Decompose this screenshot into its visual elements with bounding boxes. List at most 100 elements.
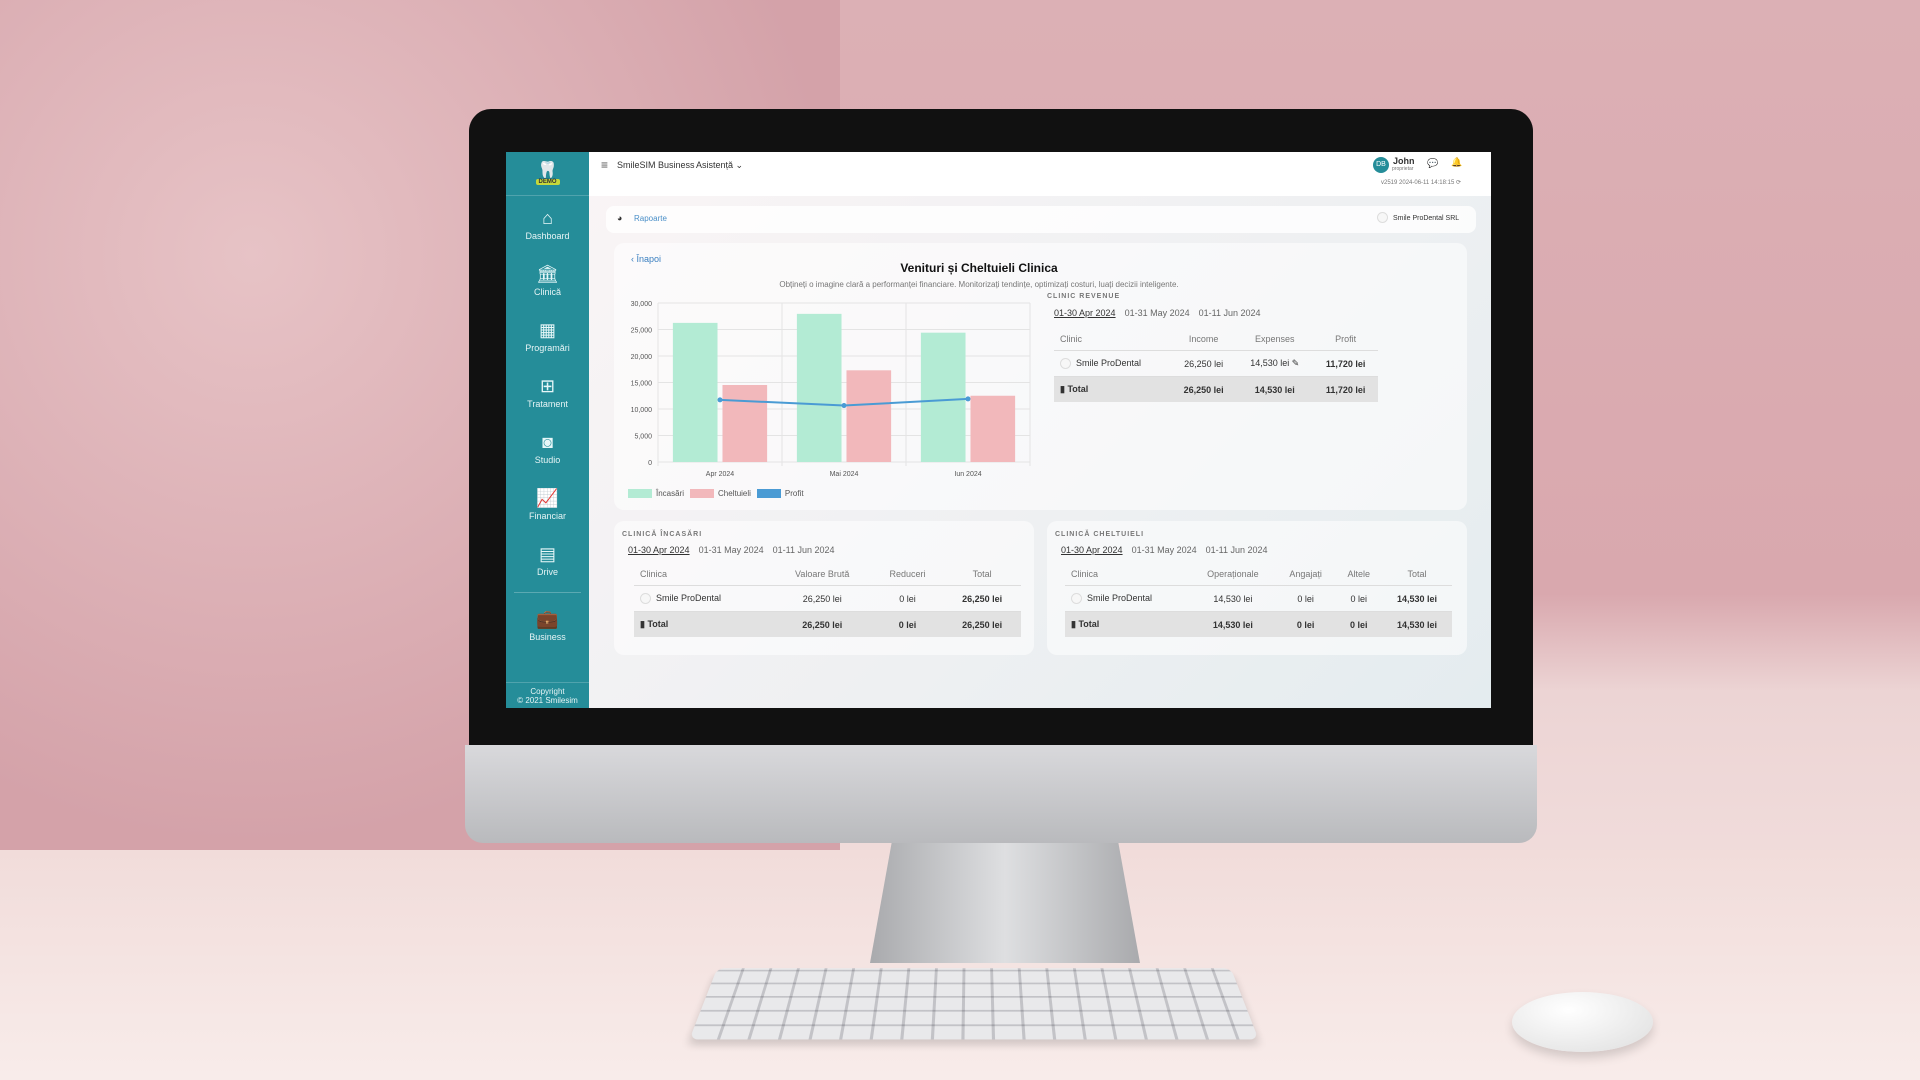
bar-cheltuieli (722, 384, 768, 462)
clinic-avatar-icon (640, 593, 651, 605)
section-title: CLINIC REVENUE (1047, 293, 1121, 300)
revenue-expense-chart: 0 5,000 10,000 15,000 20,000 25,000 30,000 Apr … (631, 301, 1031, 478)
app-title[interactable]: SmileSIM Business (617, 160, 695, 170)
sidebar-item-business[interactable]: 💼 Business (506, 597, 589, 653)
clinic-revenue-section: CLINIC REVENUE 01-30 Apr 2024 01-31 May 2… (1047, 293, 1378, 403)
period-tab[interactable]: 01-11 Jun 2024 (772, 545, 835, 555)
sidebar-item-label: Drive (536, 566, 558, 577)
building-icon: ▮ (1060, 384, 1065, 395)
table-row[interactable]: Smile ProDental 14,530 lei 0 lei 0 lei 14,53… (1065, 584, 1452, 612)
tooth-logo-icon: 🦷 (537, 161, 558, 179)
monitor-stand (870, 843, 1140, 963)
logo[interactable]: 🦷 DEMO (506, 152, 589, 196)
expenses-table: Clinica Operaționale Angajați Altele Total S… (1065, 565, 1452, 638)
sidebar-item-tratament[interactable]: ⊞ Tratament (506, 364, 589, 420)
sidebar-item-label: Tratament (527, 398, 568, 409)
sidebar-item-studio[interactable]: ◙ Studio (506, 420, 589, 476)
bar-încasări (920, 332, 966, 462)
grid-icon: ⊞ (539, 375, 556, 396)
back-link[interactable]: ‹ Înapoi (631, 254, 662, 264)
period-tab[interactable]: 01-30 Apr 2024 (1054, 308, 1116, 318)
keyboard (689, 968, 1259, 1040)
section-title: CLINICĂ ÎNCASĂRI (622, 531, 703, 538)
x-tick-label: Mai 2024 (830, 471, 859, 478)
sidebar-item-financiar[interactable]: 📈 Financiar (506, 476, 589, 532)
chart-line-icon: 📈 (536, 487, 559, 508)
user-role: proprietar (1392, 166, 1414, 172)
expenses-card: CLINICĂ CHELTUIELI 01-30 Apr 2024 01-31 M… (1047, 521, 1467, 655)
clinic-avatar-icon (1071, 593, 1082, 605)
table-row[interactable]: Smile ProDental 26,250 lei 14,530 lei ✎ 11,… (1054, 349, 1378, 377)
sidebar-divider (514, 592, 581, 593)
user-name[interactable]: John (1393, 156, 1415, 166)
report-card: ‹ Înapoi Venituri și Cheltuieli Clinica … (614, 243, 1467, 510)
sidebar-item-label: Clinică (533, 286, 561, 297)
sidebar-item-label: Financiar (528, 510, 566, 521)
bar-încasări (672, 322, 718, 462)
sidebar-item-drive[interactable]: ▤ Drive (506, 532, 589, 588)
y-tick-label: 15,000 (631, 381, 653, 388)
camera-icon: ◙ (542, 431, 553, 452)
period-tab[interactable]: 01-11 Jun 2024 (1198, 308, 1261, 318)
sidebar-item-label: Business (529, 631, 566, 642)
period-tab[interactable]: 01-11 Jun 2024 (1205, 545, 1268, 555)
profit-point (965, 396, 971, 402)
company-selector[interactable]: Smile ProDental SRL (1377, 212, 1459, 224)
clinic-avatar-icon (1060, 358, 1071, 370)
hamburger-menu-icon[interactable]: ≡ (601, 158, 609, 172)
period-tab[interactable]: 01-31 May 2024 (1124, 308, 1190, 318)
avatar[interactable]: DB (1373, 157, 1389, 173)
sidebar: 🦷 DEMO ⌂ Dashboard 🏛 Clinică ▦ Programări ⊞ Trat… (506, 152, 589, 708)
profit-point (841, 403, 847, 409)
y-tick-label: 10,000 (631, 407, 653, 414)
breadcrumb: ◕ Rapoarte Smile ProDental SRL (606, 206, 1476, 233)
sidebar-item-programari[interactable]: ▦ Programări (506, 308, 589, 364)
period-tab[interactable]: 01-30 Apr 2024 (1061, 545, 1123, 555)
sidebar-item-label: Dashboard (525, 230, 570, 241)
y-tick-label: 5,000 (634, 434, 652, 441)
demo-badge: DEMO (535, 178, 560, 185)
period-tab[interactable]: 01-31 May 2024 (1131, 545, 1197, 555)
top-bar: ≡ SmileSIM Business Asistență ⌄ DB John … (589, 152, 1491, 196)
home-icon: ⌂ (542, 207, 553, 228)
y-tick-label: 25,000 (631, 328, 653, 335)
sidebar-item-dashboard[interactable]: ⌂ Dashboard (506, 196, 589, 252)
screen: 🦷 DEMO ⌂ Dashboard 🏛 Clinică ▦ Programări ⊞ Trat… (506, 152, 1491, 708)
y-tick-label: 20,000 (631, 354, 653, 361)
x-tick-label: Apr 2024 (706, 471, 735, 478)
table-row[interactable]: Smile ProDental 26,250 lei 0 lei 26,250 lei (634, 584, 1021, 612)
page-title: Venituri și Cheltuieli Clinica (900, 261, 1058, 275)
version-info: v2519 2024-06-11 14:18:15 ⟳ (1381, 180, 1461, 186)
bar-cheltuieli (970, 395, 1016, 462)
edit-pencil-icon[interactable]: ✎ (1291, 358, 1300, 369)
legend-item[interactable]: Încasări (628, 489, 684, 499)
chat-icon[interactable]: 💬 (1427, 158, 1439, 168)
monitor-chin (465, 745, 1537, 843)
total-row: ▮ Total 26,250 lei 0 lei 26,250 lei (634, 611, 1021, 638)
y-tick-label: 0 (648, 460, 652, 467)
period-tabs: 01-30 Apr 2024 01-31 May 2024 01-11 Jun 20… (1061, 545, 1459, 555)
income-table: Clinica Valoare Brută Reduceri Total Smile … (634, 565, 1021, 638)
breadcrumb-reports[interactable]: Rapoarte (634, 214, 667, 223)
building-icon: ▮ (1071, 619, 1076, 630)
legend-item[interactable]: Profit (756, 489, 804, 499)
income-card: CLINICĂ ÎNCASĂRI 01-30 Apr 2024 01-31 May… (614, 521, 1034, 655)
bank-icon: 🏛 (536, 263, 559, 284)
sidebar-item-clinica[interactable]: 🏛 Clinică (506, 252, 589, 308)
copyright: Copyright © 2021 Smilesim (506, 682, 589, 708)
sidebar-item-label: Programări (525, 342, 570, 353)
legend-item[interactable]: Cheltuieli (690, 489, 751, 499)
assist-menu[interactable]: Asistență ⌄ (696, 160, 744, 170)
bar-cheltuieli (846, 370, 892, 462)
y-tick-label: 30,000 (631, 301, 653, 308)
calendar-icon: ▦ (538, 319, 556, 340)
total-row: ▮ Total 26,250 lei 14,530 lei 11,720 lei (1054, 376, 1378, 403)
period-tab[interactable]: 01-30 Apr 2024 (628, 545, 690, 555)
building-icon: ▮ (640, 619, 645, 630)
period-tabs: 01-30 Apr 2024 01-31 May 2024 01-11 Jun 20… (628, 545, 1026, 555)
page-subtitle: Obțineți o imagine clară a performanței … (779, 280, 1179, 289)
bell-icon[interactable]: 🔔 (1451, 157, 1463, 167)
period-tab[interactable]: 01-31 May 2024 (698, 545, 764, 555)
mouse (1512, 992, 1653, 1052)
sidebar-item-label: Studio (534, 454, 561, 465)
